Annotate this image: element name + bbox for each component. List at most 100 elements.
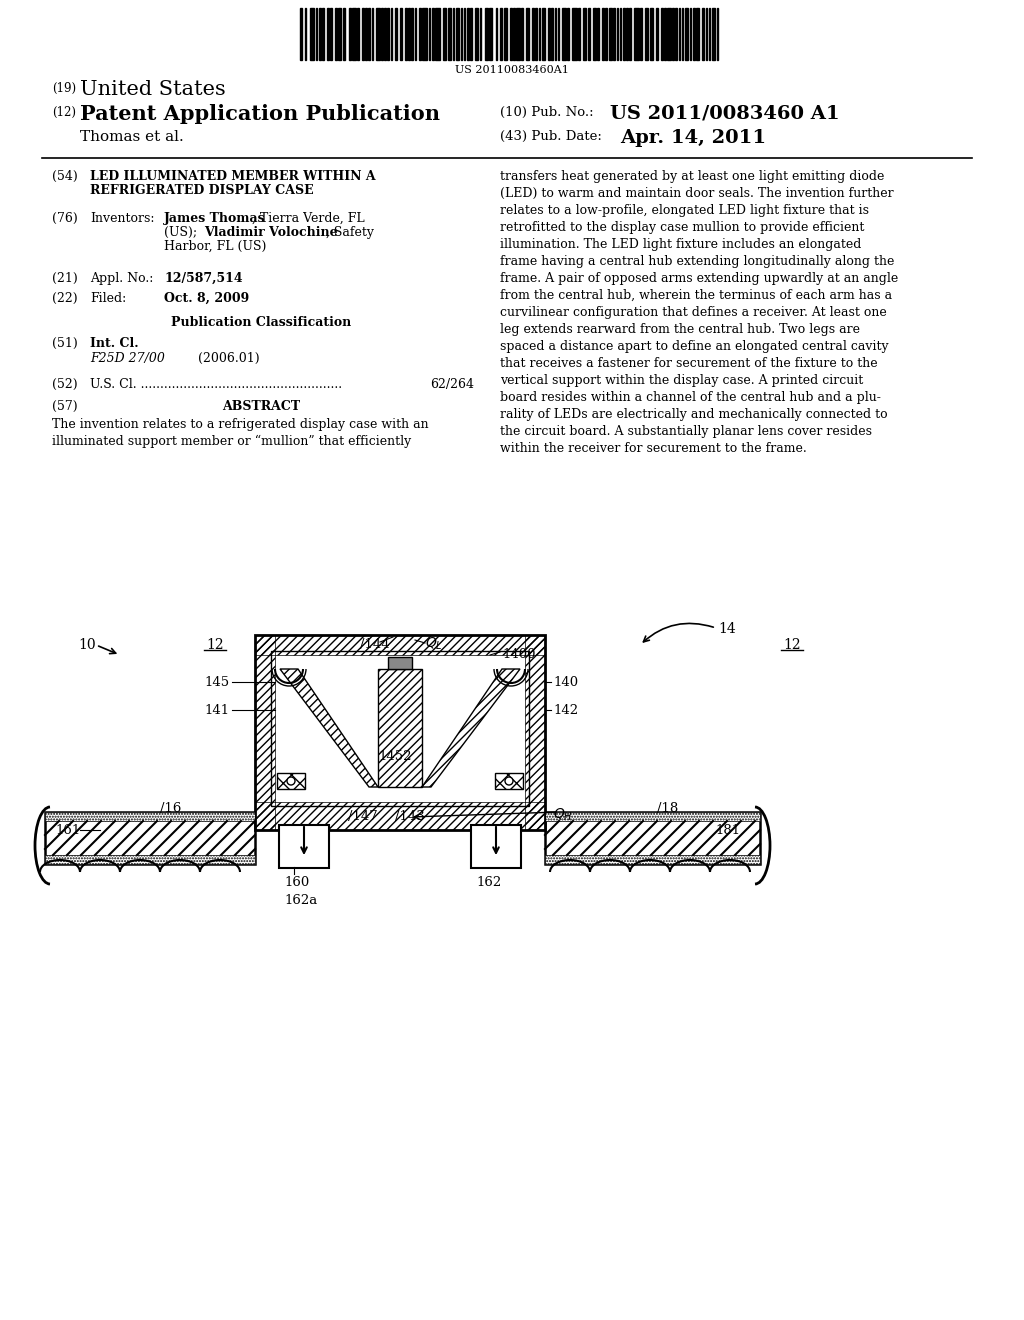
Text: (57): (57) <box>52 400 78 413</box>
Text: (51): (51) <box>52 337 78 350</box>
Text: US 20110083460A1: US 20110083460A1 <box>455 65 569 75</box>
Bar <box>378 669 422 787</box>
Bar <box>255 635 275 830</box>
Bar <box>323 8 324 59</box>
Text: Apr. 14, 2011: Apr. 14, 2011 <box>620 129 766 147</box>
Text: Appl. No.:: Appl. No.: <box>90 272 154 285</box>
Bar <box>665 8 666 59</box>
Bar <box>271 651 529 807</box>
Bar <box>608 8 611 59</box>
Text: /147: /147 <box>348 810 378 822</box>
Bar <box>279 825 329 869</box>
Text: Publication Classification: Publication Classification <box>171 315 351 329</box>
Text: /143: /143 <box>395 810 425 822</box>
Text: 162a: 162a <box>284 894 317 907</box>
Bar <box>605 8 607 59</box>
Bar <box>496 8 498 59</box>
Bar <box>45 855 255 865</box>
Bar <box>712 8 715 59</box>
Bar <box>278 774 305 789</box>
Text: F25D 27/00: F25D 27/00 <box>90 352 165 366</box>
Text: (22): (22) <box>52 292 78 305</box>
Bar <box>526 8 529 59</box>
Circle shape <box>287 777 295 785</box>
Bar <box>525 635 545 830</box>
Bar <box>319 8 321 59</box>
Bar <box>461 8 462 59</box>
Bar <box>706 8 708 59</box>
Text: (54): (54) <box>52 170 78 183</box>
Bar <box>593 8 596 59</box>
Bar <box>501 8 502 59</box>
Bar <box>372 8 373 59</box>
Bar <box>415 8 416 59</box>
Bar <box>662 8 663 59</box>
Text: , Tierra Verde, FL: , Tierra Verde, FL <box>252 213 365 224</box>
Bar <box>620 8 622 59</box>
Bar <box>419 8 421 59</box>
Bar <box>696 8 699 59</box>
Text: Thomas et al.: Thomas et al. <box>80 129 183 144</box>
Bar <box>300 8 302 59</box>
Bar <box>384 8 386 59</box>
Text: /16: /16 <box>160 803 181 814</box>
Bar <box>357 8 358 59</box>
Bar <box>255 803 545 830</box>
Bar <box>362 8 364 59</box>
Bar <box>45 812 255 865</box>
Text: (12): (12) <box>52 106 76 119</box>
Bar <box>495 774 523 789</box>
Text: 14: 14 <box>718 622 736 636</box>
Bar <box>532 8 534 59</box>
Text: (10) Pub. No.:: (10) Pub. No.: <box>500 106 594 119</box>
Text: 12/587,514: 12/587,514 <box>164 272 243 285</box>
Bar <box>645 8 648 59</box>
Bar <box>435 8 440 59</box>
Bar <box>551 8 553 59</box>
Text: U.S. Cl. ....................................................: U.S. Cl. ...............................… <box>90 378 342 391</box>
Text: 141: 141 <box>205 704 230 717</box>
Text: REFRIGERATED DISPLAY CASE: REFRIGERATED DISPLAY CASE <box>90 183 313 197</box>
Bar <box>467 8 469 59</box>
Bar <box>572 8 577 59</box>
Bar <box>412 8 413 59</box>
Bar <box>682 8 683 59</box>
Bar <box>616 8 618 59</box>
Bar <box>395 8 397 59</box>
Bar <box>668 8 671 59</box>
Bar <box>542 8 545 59</box>
Text: (52): (52) <box>52 378 78 391</box>
Text: transfers heat generated by at least one light emitting diode
(LED) to warm and : transfers heat generated by at least one… <box>500 170 898 455</box>
Text: 1452: 1452 <box>378 751 412 763</box>
Bar <box>366 8 367 59</box>
Bar <box>545 855 760 865</box>
Text: 162: 162 <box>476 876 502 888</box>
Bar <box>702 8 705 59</box>
Bar <box>504 8 507 59</box>
Bar <box>673 8 674 59</box>
Text: US 2011/0083460 A1: US 2011/0083460 A1 <box>610 104 840 121</box>
Text: 12: 12 <box>783 638 801 652</box>
Bar <box>516 8 519 59</box>
Bar <box>400 8 401 59</box>
Bar <box>423 8 427 59</box>
Text: The invention relates to a refrigerated display case with an
illuminated support: The invention relates to a refrigerated … <box>52 418 429 449</box>
Bar <box>327 8 329 59</box>
Text: 160: 160 <box>284 876 309 888</box>
Text: Vladimir Volochine: Vladimir Volochine <box>204 226 338 239</box>
Bar <box>406 8 407 59</box>
Text: (US);: (US); <box>164 226 201 239</box>
Bar <box>489 8 493 59</box>
Bar <box>316 8 317 59</box>
Circle shape <box>505 777 513 785</box>
Bar <box>602 8 604 59</box>
Bar <box>536 8 537 59</box>
Bar <box>640 8 642 59</box>
Text: 140: 140 <box>553 676 579 689</box>
Bar <box>471 825 521 869</box>
Bar <box>369 8 370 59</box>
Bar <box>475 8 478 59</box>
Bar <box>588 8 590 59</box>
Bar <box>539 8 541 59</box>
Bar <box>453 8 455 59</box>
